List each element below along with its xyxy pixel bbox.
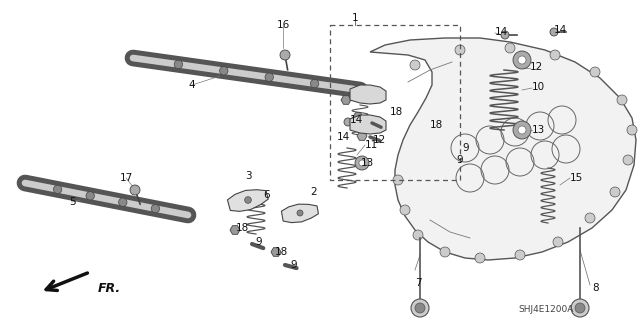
- Circle shape: [518, 126, 526, 134]
- Circle shape: [86, 192, 95, 200]
- Text: 3: 3: [244, 171, 252, 181]
- Text: 13: 13: [532, 125, 545, 135]
- Circle shape: [475, 253, 485, 263]
- Text: 9: 9: [462, 143, 468, 153]
- Circle shape: [515, 250, 525, 260]
- Bar: [330, 25, 460, 180]
- Circle shape: [550, 50, 560, 60]
- Circle shape: [575, 303, 585, 313]
- Text: 9: 9: [290, 260, 296, 270]
- Circle shape: [130, 185, 140, 195]
- Polygon shape: [350, 115, 386, 134]
- Text: 8: 8: [592, 283, 598, 293]
- Polygon shape: [350, 85, 386, 104]
- Circle shape: [590, 67, 600, 77]
- Polygon shape: [370, 38, 636, 260]
- Circle shape: [355, 156, 369, 170]
- Circle shape: [280, 50, 290, 60]
- Text: 18: 18: [390, 107, 403, 117]
- Text: 6: 6: [264, 190, 270, 200]
- Text: 13: 13: [361, 158, 374, 168]
- Text: 7: 7: [415, 278, 422, 288]
- Text: SHJ4E1200A: SHJ4E1200A: [518, 306, 573, 315]
- Text: 12: 12: [530, 62, 543, 72]
- Circle shape: [310, 79, 319, 88]
- Circle shape: [411, 299, 429, 317]
- Circle shape: [623, 155, 633, 165]
- Circle shape: [627, 125, 637, 135]
- Circle shape: [440, 247, 450, 257]
- Circle shape: [118, 198, 127, 206]
- Text: 15: 15: [570, 173, 583, 183]
- Text: 18: 18: [430, 120, 444, 130]
- Text: 17: 17: [120, 173, 132, 183]
- Circle shape: [220, 67, 228, 75]
- Circle shape: [344, 118, 352, 126]
- Circle shape: [413, 230, 423, 240]
- Circle shape: [571, 299, 589, 317]
- Circle shape: [550, 28, 558, 36]
- Text: 12: 12: [373, 135, 387, 145]
- Circle shape: [400, 205, 410, 215]
- Polygon shape: [230, 226, 240, 234]
- Text: 9: 9: [456, 155, 463, 165]
- Text: 9: 9: [255, 237, 262, 247]
- Circle shape: [415, 303, 425, 313]
- Text: 16: 16: [276, 20, 290, 30]
- Text: 10: 10: [532, 82, 545, 92]
- Circle shape: [265, 73, 273, 81]
- Polygon shape: [341, 96, 351, 104]
- Polygon shape: [357, 132, 367, 140]
- Circle shape: [393, 175, 403, 185]
- Circle shape: [585, 213, 595, 223]
- Circle shape: [501, 31, 509, 39]
- Polygon shape: [353, 113, 363, 121]
- Circle shape: [53, 185, 62, 194]
- Circle shape: [617, 95, 627, 105]
- Text: 11: 11: [365, 140, 378, 150]
- Circle shape: [513, 121, 531, 139]
- Circle shape: [455, 45, 465, 55]
- Text: 2: 2: [310, 187, 317, 197]
- Text: 1: 1: [352, 13, 358, 23]
- Text: 5: 5: [68, 197, 76, 207]
- Circle shape: [174, 60, 182, 69]
- Circle shape: [151, 204, 159, 213]
- Circle shape: [359, 160, 365, 166]
- Text: 14: 14: [554, 25, 567, 35]
- Text: 18: 18: [236, 223, 249, 233]
- Circle shape: [505, 43, 515, 53]
- Text: 14: 14: [350, 115, 364, 125]
- Polygon shape: [227, 190, 268, 211]
- Text: 18: 18: [275, 247, 288, 257]
- Circle shape: [297, 210, 303, 216]
- Circle shape: [410, 60, 420, 70]
- Polygon shape: [282, 204, 319, 223]
- Polygon shape: [271, 248, 281, 256]
- Circle shape: [513, 51, 531, 69]
- Circle shape: [610, 187, 620, 197]
- Text: 4: 4: [189, 80, 195, 90]
- Text: FR.: FR.: [98, 281, 121, 294]
- Circle shape: [244, 197, 252, 203]
- Text: 14: 14: [337, 132, 350, 142]
- Circle shape: [518, 56, 526, 64]
- Circle shape: [553, 237, 563, 247]
- Text: 14: 14: [495, 27, 508, 37]
